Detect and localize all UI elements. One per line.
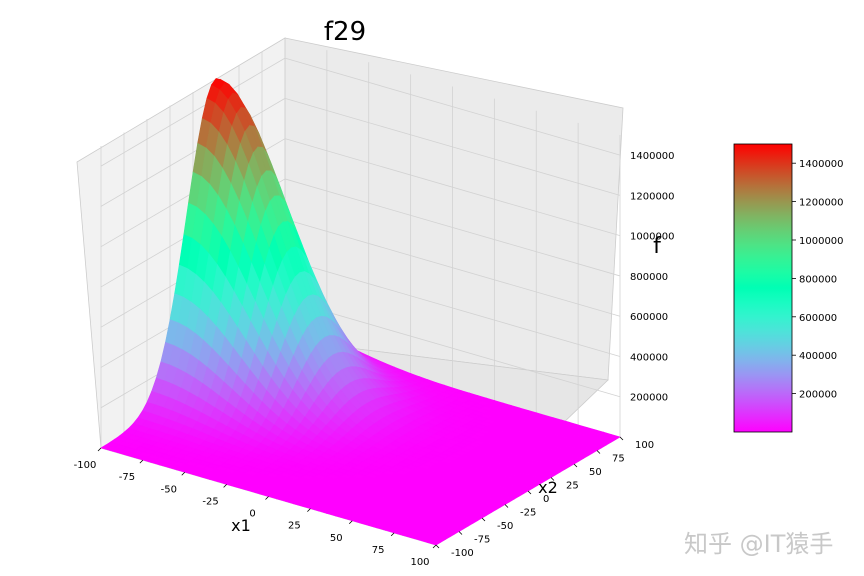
x2-tick-label: 0: [543, 494, 549, 505]
watermark: 知乎 @IT猿手: [684, 530, 834, 558]
x2-axis-label: x2: [538, 478, 558, 497]
colorbar-tick-label: 400000: [799, 351, 837, 362]
x1-tick-label: 0: [249, 509, 255, 520]
x2-tick-label: 75: [612, 454, 625, 465]
x2-tick-label: 50: [589, 467, 602, 478]
x2-tick-mark: [573, 463, 578, 468]
colorbar-tick-label: 1000000: [799, 236, 844, 247]
colorbar-ticks: 200000 400000 600000 800000 1000000 1200000 14…: [792, 159, 844, 401]
axis-ticks: -100-75-50-250255075100-100-75-50-250255…: [74, 151, 675, 568]
x2-tick-label: -75: [474, 535, 490, 546]
f-tick-label: 200000: [630, 393, 668, 404]
x1-tick-label: 25: [288, 521, 301, 532]
x2-tick-mark: [458, 531, 463, 535]
x1-tick-label: -25: [202, 496, 218, 507]
x2-tick-label: 100: [635, 440, 654, 451]
x2-tick-label: -50: [497, 521, 513, 532]
colorbar-tick-label: 800000: [799, 274, 837, 285]
x2-tick-label: -100: [451, 548, 474, 559]
f-tick-label: 1000000: [630, 232, 675, 243]
grid-line: [284, 178, 621, 277]
x1-tick-mark: [348, 520, 353, 525]
grid-line: [284, 259, 621, 357]
colorbar-tick-label: 1200000: [799, 198, 844, 209]
x1-tick-mark: [97, 447, 102, 452]
x2-tick-mark: [481, 517, 486, 522]
x2-tick-mark: [435, 544, 440, 549]
x1-tick-mark: [181, 471, 186, 476]
x2-tick-mark: [619, 436, 624, 441]
x1-tick-mark: [390, 532, 395, 537]
x1-tick-mark: [223, 484, 227, 488]
grid-line: [100, 57, 286, 167]
grid-line: [284, 138, 621, 237]
colorbar-tick-label: 200000: [799, 390, 837, 401]
grid-line: [284, 299, 621, 398]
f-tick-label: 400000: [630, 353, 668, 364]
f-axis-label: f: [653, 234, 662, 259]
x1-tick-label: -75: [119, 472, 135, 483]
surface: [100, 78, 621, 546]
x2-tick-mark: [596, 450, 601, 454]
x2-tick-mark: [527, 490, 532, 495]
x1-tick-label: 75: [372, 545, 385, 556]
colorbar-tick-label: 600000: [799, 313, 837, 324]
x2-tick-label: -25: [520, 508, 536, 519]
f-tick-label: 1400000: [630, 151, 675, 162]
x1-tick-mark: [432, 544, 437, 549]
colorbar-tick-label: 1400000: [799, 159, 844, 170]
f-tick-label: 1200000: [630, 191, 675, 202]
x2-tick-mark: [550, 477, 555, 481]
x1-tick-label: -50: [161, 484, 177, 495]
grid-line: [284, 98, 621, 196]
x1-tick-label: 100: [410, 557, 429, 568]
chart-title: f29: [324, 17, 366, 47]
x2-tick-label: 25: [566, 481, 579, 492]
f-tick-label: 800000: [630, 272, 668, 283]
f-tick-label: 600000: [630, 312, 668, 323]
surface-patch: [426, 539, 442, 546]
colorbar-gradient: [733, 143, 793, 433]
x1-tick-mark: [139, 459, 144, 464]
x1-tick-label: -100: [74, 460, 97, 471]
grid-line: [284, 218, 621, 317]
grid-line: [100, 98, 286, 207]
x1-tick-mark: [265, 496, 269, 500]
grid-line: [284, 57, 621, 156]
x1-tick-label: 50: [330, 533, 343, 544]
x2-tick-mark: [504, 504, 509, 508]
x1-tick-mark: [307, 508, 311, 512]
x1-axis-label: x1: [231, 516, 251, 535]
colorbar: 200000 400000 600000 800000 1000000 1200000 14…: [733, 143, 844, 433]
